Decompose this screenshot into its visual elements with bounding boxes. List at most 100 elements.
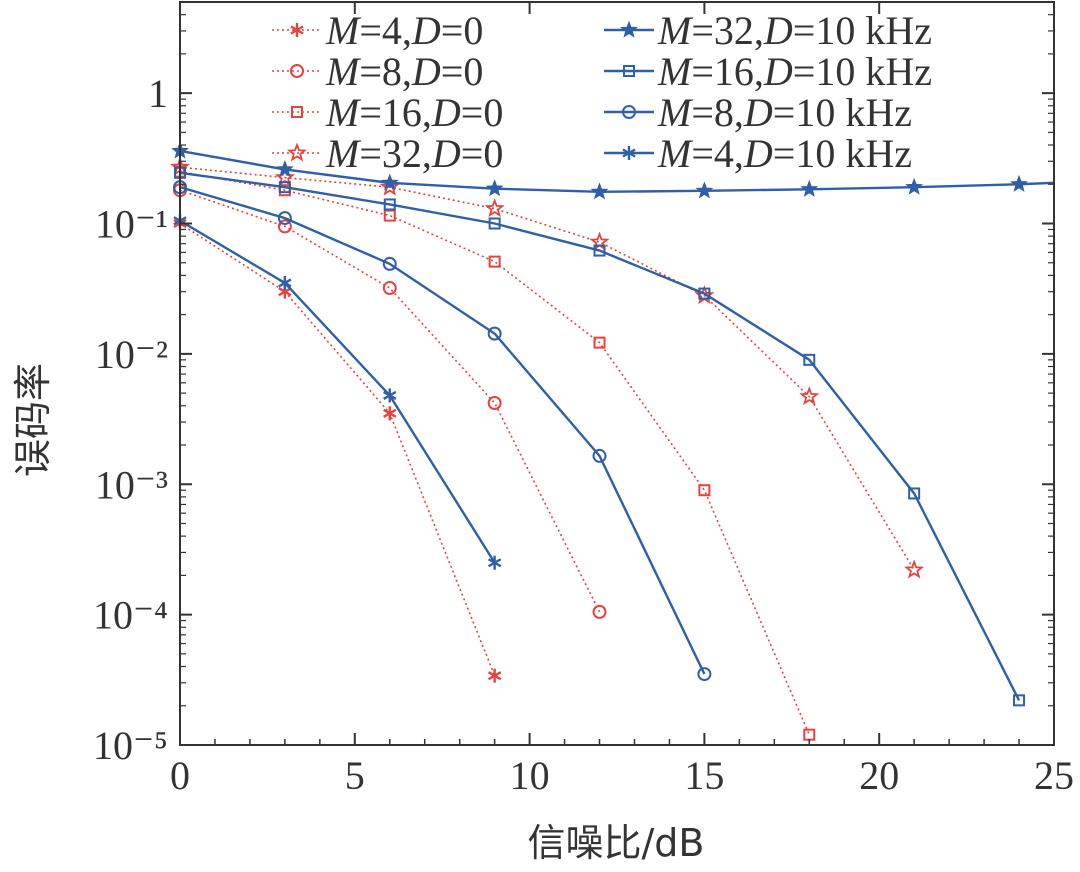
legend-label-part: M (657, 8, 694, 53)
data-point (593, 336, 606, 349)
legend-label: M=16,D=0 (325, 90, 503, 135)
data-point (278, 181, 291, 194)
asterisk-stroke (383, 390, 397, 400)
legend-label-part: =0 (441, 8, 484, 53)
legend-marker (623, 65, 635, 77)
series-4 (171, 141, 1055, 200)
legend-entry: M=4,D=10 kHz (604, 131, 912, 176)
data-point (379, 176, 400, 196)
x-tick-label: 25 (1034, 753, 1074, 798)
legend-label-part: =8, (359, 49, 412, 94)
data-point (592, 604, 607, 619)
x-tick-label: 20 (859, 753, 899, 798)
data-point (1013, 694, 1026, 707)
data-point (695, 181, 714, 199)
data-point (382, 256, 397, 271)
legend-entry: M=32,D=10 kHz (604, 8, 932, 53)
series-line (179, 170, 811, 735)
data-point (803, 728, 816, 741)
y-tick-label: 10⁻³ (95, 462, 168, 507)
data-point (383, 388, 397, 403)
legend-label-part: =16, (691, 49, 764, 94)
legend-label-part: =32, (359, 131, 432, 176)
legend-label: M=4,D=10 kHz (657, 131, 912, 176)
legend-label: M=8,D=10 kHz (657, 90, 912, 135)
data-point (274, 167, 295, 187)
data-point (590, 182, 609, 200)
y-tick-label: 1 (148, 71, 168, 116)
asterisk-stroke (278, 287, 292, 297)
x-tick-label: 10 (510, 753, 550, 798)
asterisk-stroke (290, 25, 304, 35)
series-line (179, 219, 496, 564)
legend-label-part: =8, (691, 90, 744, 135)
plot-area (169, 141, 1055, 741)
series-line (179, 186, 706, 675)
legend-marker (290, 23, 304, 37)
legend-label-part: D (431, 131, 461, 176)
legend-label: M=16,D=10 kHz (657, 49, 932, 94)
series-line (179, 189, 601, 613)
legend-label-part: =10 kHz (773, 131, 912, 176)
x-tick-label: 0 (170, 753, 190, 798)
data-point (592, 448, 607, 463)
legend-marker (620, 20, 638, 38)
asterisk-stroke (487, 671, 502, 681)
legend-label-part: =32, (691, 8, 764, 53)
legend-label-part: D (763, 8, 793, 53)
legend-label-part: M (325, 8, 362, 53)
legend-label-part: =10 kHz (793, 49, 932, 94)
data-point (382, 281, 397, 296)
x-tick-label: 15 (684, 753, 724, 798)
legend-marker (290, 64, 304, 78)
asterisk-stroke (278, 278, 292, 288)
legend: M=4,D=0M=8,D=0M=16,D=0M=32,D=0M=32,D=10 … (272, 8, 932, 176)
series-0 (173, 216, 502, 683)
legend-label-part: D (743, 131, 773, 176)
y-axis-title: 误码率 (11, 363, 55, 477)
legend-label-part: D (763, 49, 793, 94)
legend-label-part: M (657, 131, 694, 176)
data-point (484, 198, 505, 218)
legend-label-part: =10 kHz (793, 8, 932, 53)
x-axis-title: 信噪比/dB (528, 821, 705, 865)
legend-label-part: M (657, 49, 694, 94)
series-5 (174, 166, 1026, 707)
legend-entry: M=16,D=0 (272, 90, 503, 135)
data-point (697, 667, 712, 682)
data-point (488, 217, 501, 230)
data-point (487, 668, 502, 683)
legend-label-part: =0 (461, 131, 504, 176)
legend-marker (286, 142, 308, 162)
data-point (800, 179, 819, 197)
legend-label: M=8,D=0 (325, 49, 483, 94)
data-point (698, 484, 711, 497)
data-point (277, 219, 292, 234)
legend-label-part: M (657, 90, 694, 135)
data-point (487, 326, 502, 341)
legend-marker (622, 146, 636, 160)
legend-label: M=32,D=0 (325, 131, 503, 176)
legend-entry: M=8,D=10 kHz (604, 90, 912, 135)
legend-label-part: =16, (359, 90, 432, 135)
data-point (803, 353, 816, 366)
data-point (383, 406, 397, 421)
series-line (179, 222, 496, 677)
legend-label-part: =0 (441, 49, 484, 94)
legend-label-part: D (743, 90, 773, 135)
asterisk-stroke (622, 148, 636, 158)
legend-entry: M=16,D=10 kHz (604, 49, 932, 94)
data-point (383, 198, 396, 211)
series-line (179, 171, 1021, 701)
y-tick-label: 10⁻⁴ (93, 593, 168, 638)
legend-label-part: D (411, 49, 441, 94)
data-point (380, 173, 399, 191)
series-line (179, 149, 1055, 194)
asterisk-stroke (383, 408, 397, 418)
legend-label: M=32,D=10 kHz (657, 8, 932, 53)
legend-label-part: D (411, 8, 441, 53)
data-point (485, 179, 504, 197)
data-point (383, 209, 396, 222)
legend-marker (291, 106, 303, 118)
plot-frame (179, 1, 1055, 746)
